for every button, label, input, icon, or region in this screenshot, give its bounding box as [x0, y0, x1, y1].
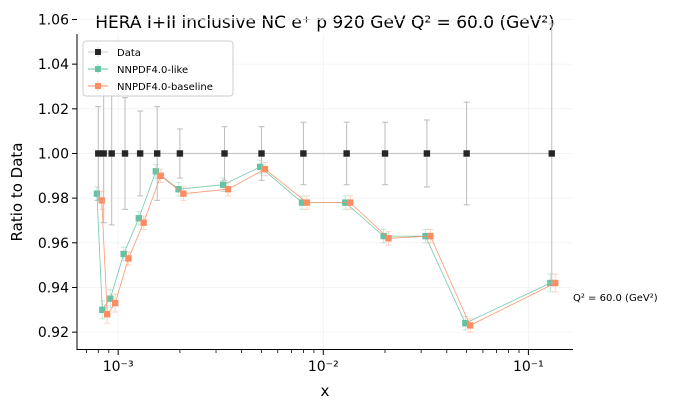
data-point-0-9 [300, 150, 307, 157]
data-point-2-9 [303, 199, 311, 206]
data-point-0-14 [548, 150, 555, 157]
y-tick-label-1: 0.94 [38, 280, 69, 296]
data-point-0-13 [463, 150, 470, 157]
plot-area: 0.920.940.960.981.001.021.041.06 10⁻³ 10⁻… [38, 12, 573, 375]
data-point-0-7 [221, 150, 228, 157]
legend-marker-0 [95, 49, 101, 55]
data-point-0-1 [100, 150, 107, 157]
data-point-2-8 [261, 165, 269, 173]
data-point-0-8 [258, 150, 265, 157]
data-point-2-12 [427, 232, 434, 240]
legend-frame [82, 40, 234, 97]
series-0 [95, 23, 555, 284]
data-point-2-4 [140, 219, 147, 226]
legend-marker-1 [95, 66, 101, 72]
data-point-1-9 [298, 199, 306, 206]
data-point-1-5 [152, 168, 160, 175]
data-point-1-11 [380, 232, 387, 240]
data-point-1-8 [256, 163, 264, 171]
data-point-2-5 [157, 172, 164, 180]
data-point-0-10 [343, 150, 350, 157]
chart-title: HERA I+II inclusive NC e⁺ p 920 GeV Q² =… [95, 13, 555, 33]
x-tick-label-1: 10⁻² [308, 359, 339, 375]
x-axis-ticks: 10⁻³ 10⁻² 10⁻¹ [85, 350, 544, 375]
y-tick-label-3: 0.98 [38, 191, 69, 207]
data-point-2-14 [552, 279, 559, 287]
data-point-2-13 [466, 322, 474, 329]
data-point-1-6 [175, 186, 182, 193]
data-point-2-7 [224, 186, 232, 193]
y-tick-label-0: 0.92 [38, 325, 69, 341]
data-point-2-1 [103, 311, 111, 318]
data-point-2-0 [98, 197, 105, 204]
data-point-2-10 [346, 199, 354, 206]
q2-annotation: Q² = 60.0 (GeV²) [573, 293, 658, 304]
series-layer [93, 23, 559, 333]
data-point-0-12 [423, 150, 431, 157]
data-point-0-4 [136, 150, 144, 157]
data-point-1-1 [99, 306, 106, 314]
data-point-2-2 [111, 299, 119, 307]
y-tick-label-2: 0.96 [38, 236, 69, 252]
y-tick-label-7: 1.06 [38, 12, 69, 28]
data-point-0-0 [95, 150, 102, 157]
legend: Data NNPDF4.0-like NNPDF4.0-baseline [82, 40, 234, 97]
y-tick-label-5: 1.02 [38, 102, 69, 118]
data-point-0-5 [153, 150, 161, 157]
data-point-0-2 [108, 150, 115, 157]
legend-entries: Data NNPDF4.0-like NNPDF4.0-baseline [88, 47, 213, 93]
y-axis-label: Ratio to Data [8, 143, 26, 242]
data-point-0-6 [176, 150, 184, 157]
data-point-1-13 [462, 320, 469, 327]
x-axis-label: x [321, 382, 330, 400]
series-2 [98, 161, 559, 333]
y-axis-ticks: 0.92 0.94 0.96 0.98 1.00 1.02 1.04 1.06 [38, 12, 77, 341]
series-line-2 [101, 168, 556, 326]
legend-marker-2 [95, 83, 101, 89]
data-point-2-6 [180, 190, 187, 197]
data-point-0-11 [381, 150, 389, 157]
data-point-1-4 [135, 215, 143, 222]
x-tick-label-2: 10⁻¹ [513, 359, 544, 375]
legend-label-0: Data [117, 48, 141, 59]
data-point-2-3 [125, 255, 132, 262]
legend-label-2: NNPDF4.0-baseline [117, 82, 213, 93]
data-point-2-11 [385, 235, 392, 242]
data-point-1-7 [219, 181, 227, 188]
legend-label-1: NNPDF4.0-like [117, 65, 188, 76]
data-point-1-0 [93, 190, 101, 197]
x-tick-label-0: 10⁻³ [103, 359, 134, 375]
y-tick-label-4: 1.00 [38, 146, 69, 162]
data-point-1-2 [107, 295, 114, 302]
data-point-0-3 [121, 150, 129, 157]
series-1 [93, 159, 554, 331]
y-tick-label-6: 1.04 [38, 57, 69, 73]
data-point-1-3 [120, 250, 127, 258]
